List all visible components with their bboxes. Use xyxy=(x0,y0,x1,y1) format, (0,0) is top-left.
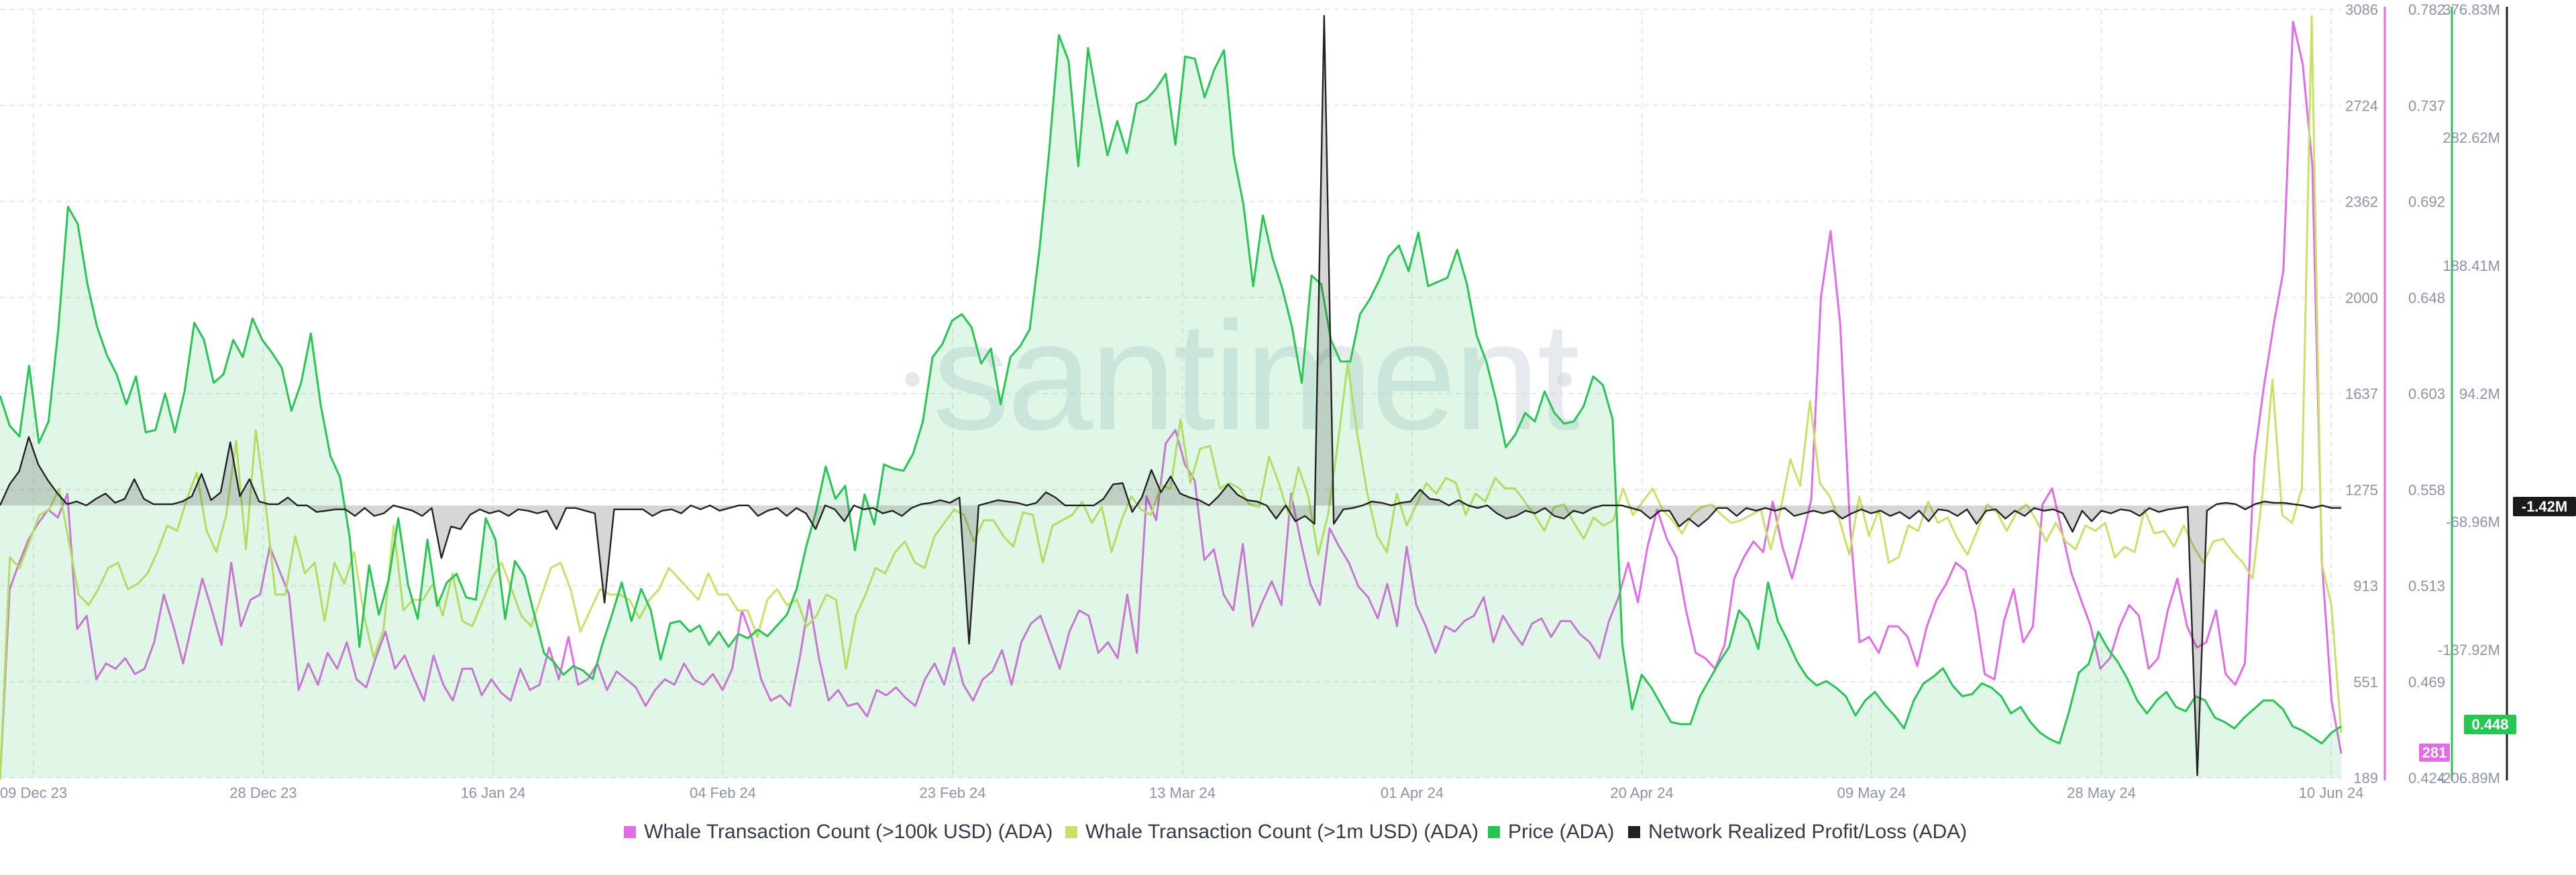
series-line-network-realized-profit-loss-ada xyxy=(0,15,2341,776)
y-axis-price: 0.782 0.737 0.692 0.648 0.603 0.558 0.513 0.469… xyxy=(2408,1,2453,786)
legend-item-network-realized-profit-loss-ada[interactable]: Network Realized Profit/Loss (ADA) xyxy=(1628,821,1967,843)
y-tick-label-whale_count: 2000 xyxy=(2345,290,2378,306)
y-tick-label-price: 0.603 xyxy=(2408,386,2445,402)
series-price-ada xyxy=(0,34,2342,778)
x-tick-label: 09 May 24 xyxy=(1837,784,1907,801)
legend-label: Whale Transaction Count (>100k USD) (ADA… xyxy=(644,821,1053,843)
x-tick-label: 09 Dec 23 xyxy=(0,784,67,801)
x-tick-label: 16 Jan 24 xyxy=(461,784,526,801)
x-tick-label: 23 Feb 24 xyxy=(919,784,985,801)
y-tick-label-whale_count: 2362 xyxy=(2345,194,2378,211)
legend-item-price-ada[interactable]: Price (ADA) xyxy=(1488,821,1614,843)
y-tick-label-price: 0.424 xyxy=(2408,770,2445,786)
price-badge xyxy=(2464,715,2516,734)
series-whale-transaction-count-1m-usd-ada xyxy=(0,15,2343,780)
y-axis-whale_count: 3086 2724 2362 2000 1637 1275 913 551 189 xyxy=(2345,1,2386,786)
legend-label: Whale Transaction Count (>1m USD) (ADA) xyxy=(1085,821,1479,843)
badge-layer: 281 0.448 -1.42M xyxy=(2419,497,2576,762)
series-line-price-ada xyxy=(0,34,2342,745)
legend-label: Network Realized Profit/Loss (ADA) xyxy=(1648,821,1967,843)
y-tick-label-pnl: 94.2M xyxy=(2459,386,2500,402)
legend-swatch xyxy=(1065,826,1077,838)
x-tick-label: 10 Jun 24 xyxy=(2299,784,2364,801)
x-axis: 09 Dec 23 28 Dec 23 16 Jan 24 04 Feb 24 23 F… xyxy=(0,784,2363,801)
y-tick-label-whale_count: 3086 xyxy=(2345,1,2378,18)
x-tick-label: 01 Apr 24 xyxy=(1381,784,1444,801)
whale-count-badge-label: 281 xyxy=(2422,744,2447,761)
x-tick-label: 28 Dec 23 xyxy=(229,784,297,801)
series-line-whale-transaction-count-1m-usd-ada xyxy=(0,15,2343,780)
legend-swatch xyxy=(1488,826,1500,838)
legend-item-whale-transaction-count-100k-usd-ada[interactable]: Whale Transaction Count (>100k USD) (ADA… xyxy=(624,821,1053,843)
watermark-dot-left xyxy=(905,372,920,387)
y-tick-label-pnl: 188.41M xyxy=(2443,257,2500,274)
whale-count-badge xyxy=(2419,744,2450,762)
legend: Whale Transaction Count (>100k USD) (ADA… xyxy=(624,821,1967,843)
legend-item-whale-transaction-count-1m-usd-ada[interactable]: Whale Transaction Count (>1m USD) (ADA) xyxy=(1065,821,1479,843)
y-tick-label-price: 0.469 xyxy=(2408,674,2445,691)
y-tick-label-pnl: 282.62M xyxy=(2443,129,2500,146)
x-tick-label: 13 Mar 24 xyxy=(1149,784,1216,801)
x-tick-label: 04 Feb 24 xyxy=(690,784,756,801)
x-tick-label: 20 Apr 24 xyxy=(1610,784,1673,801)
series-line-whale-transaction-count-100k-usd-ada xyxy=(0,20,2343,780)
series-whale-transaction-count-100k-usd-ada xyxy=(0,20,2343,780)
series-network-realized-profit-loss-ada xyxy=(0,15,2341,776)
y-tick-label-whale_count: 189 xyxy=(2353,770,2378,786)
y-tick-label-pnl: -68.96M xyxy=(2446,514,2500,530)
y-tick-label-price: 0.558 xyxy=(2408,481,2445,498)
y-tick-label-whale_count: 2724 xyxy=(2345,97,2378,114)
y-tick-label-pnl: -206.89M xyxy=(2438,770,2500,786)
y-tick-label-price: 0.513 xyxy=(2408,578,2445,595)
y-axis-pnl: 376.83M 282.62M 188.41M 94.2M -68.96M -137.92… xyxy=(2438,1,2508,786)
watermark-dot-right xyxy=(1557,372,1572,387)
pnl-badge-label: -1.42M xyxy=(2522,498,2567,515)
legend-swatch xyxy=(1628,826,1640,838)
y-tick-label-whale_count: 551 xyxy=(2353,674,2378,691)
series-layer xyxy=(0,15,2343,780)
price-badge-label: 0.448 xyxy=(2471,716,2508,733)
y-tick-label-pnl: -137.92M xyxy=(2438,642,2500,658)
pnl-badge xyxy=(2513,497,2576,516)
axes-layer: 3086272423622000163712759135511890.7820.… xyxy=(0,1,2508,801)
y-tick-label-whale_count: 1637 xyxy=(2345,386,2378,402)
y-tick-label-whale_count: 913 xyxy=(2353,578,2378,595)
legend-label: Price (ADA) xyxy=(1508,821,1614,843)
x-tick-label: 28 May 24 xyxy=(2067,784,2136,801)
y-tick-label-pnl: 376.83M xyxy=(2443,1,2500,18)
y-tick-label-price: 0.737 xyxy=(2408,97,2445,114)
series-area-price-ada xyxy=(0,35,2341,778)
y-tick-label-price: 0.648 xyxy=(2408,290,2445,306)
y-tick-label-whale_count: 1275 xyxy=(2345,481,2378,498)
y-tick-label-price: 0.692 xyxy=(2408,194,2445,211)
legend-swatch xyxy=(624,826,636,838)
y-tick-label-price: 0.782 xyxy=(2408,1,2445,18)
